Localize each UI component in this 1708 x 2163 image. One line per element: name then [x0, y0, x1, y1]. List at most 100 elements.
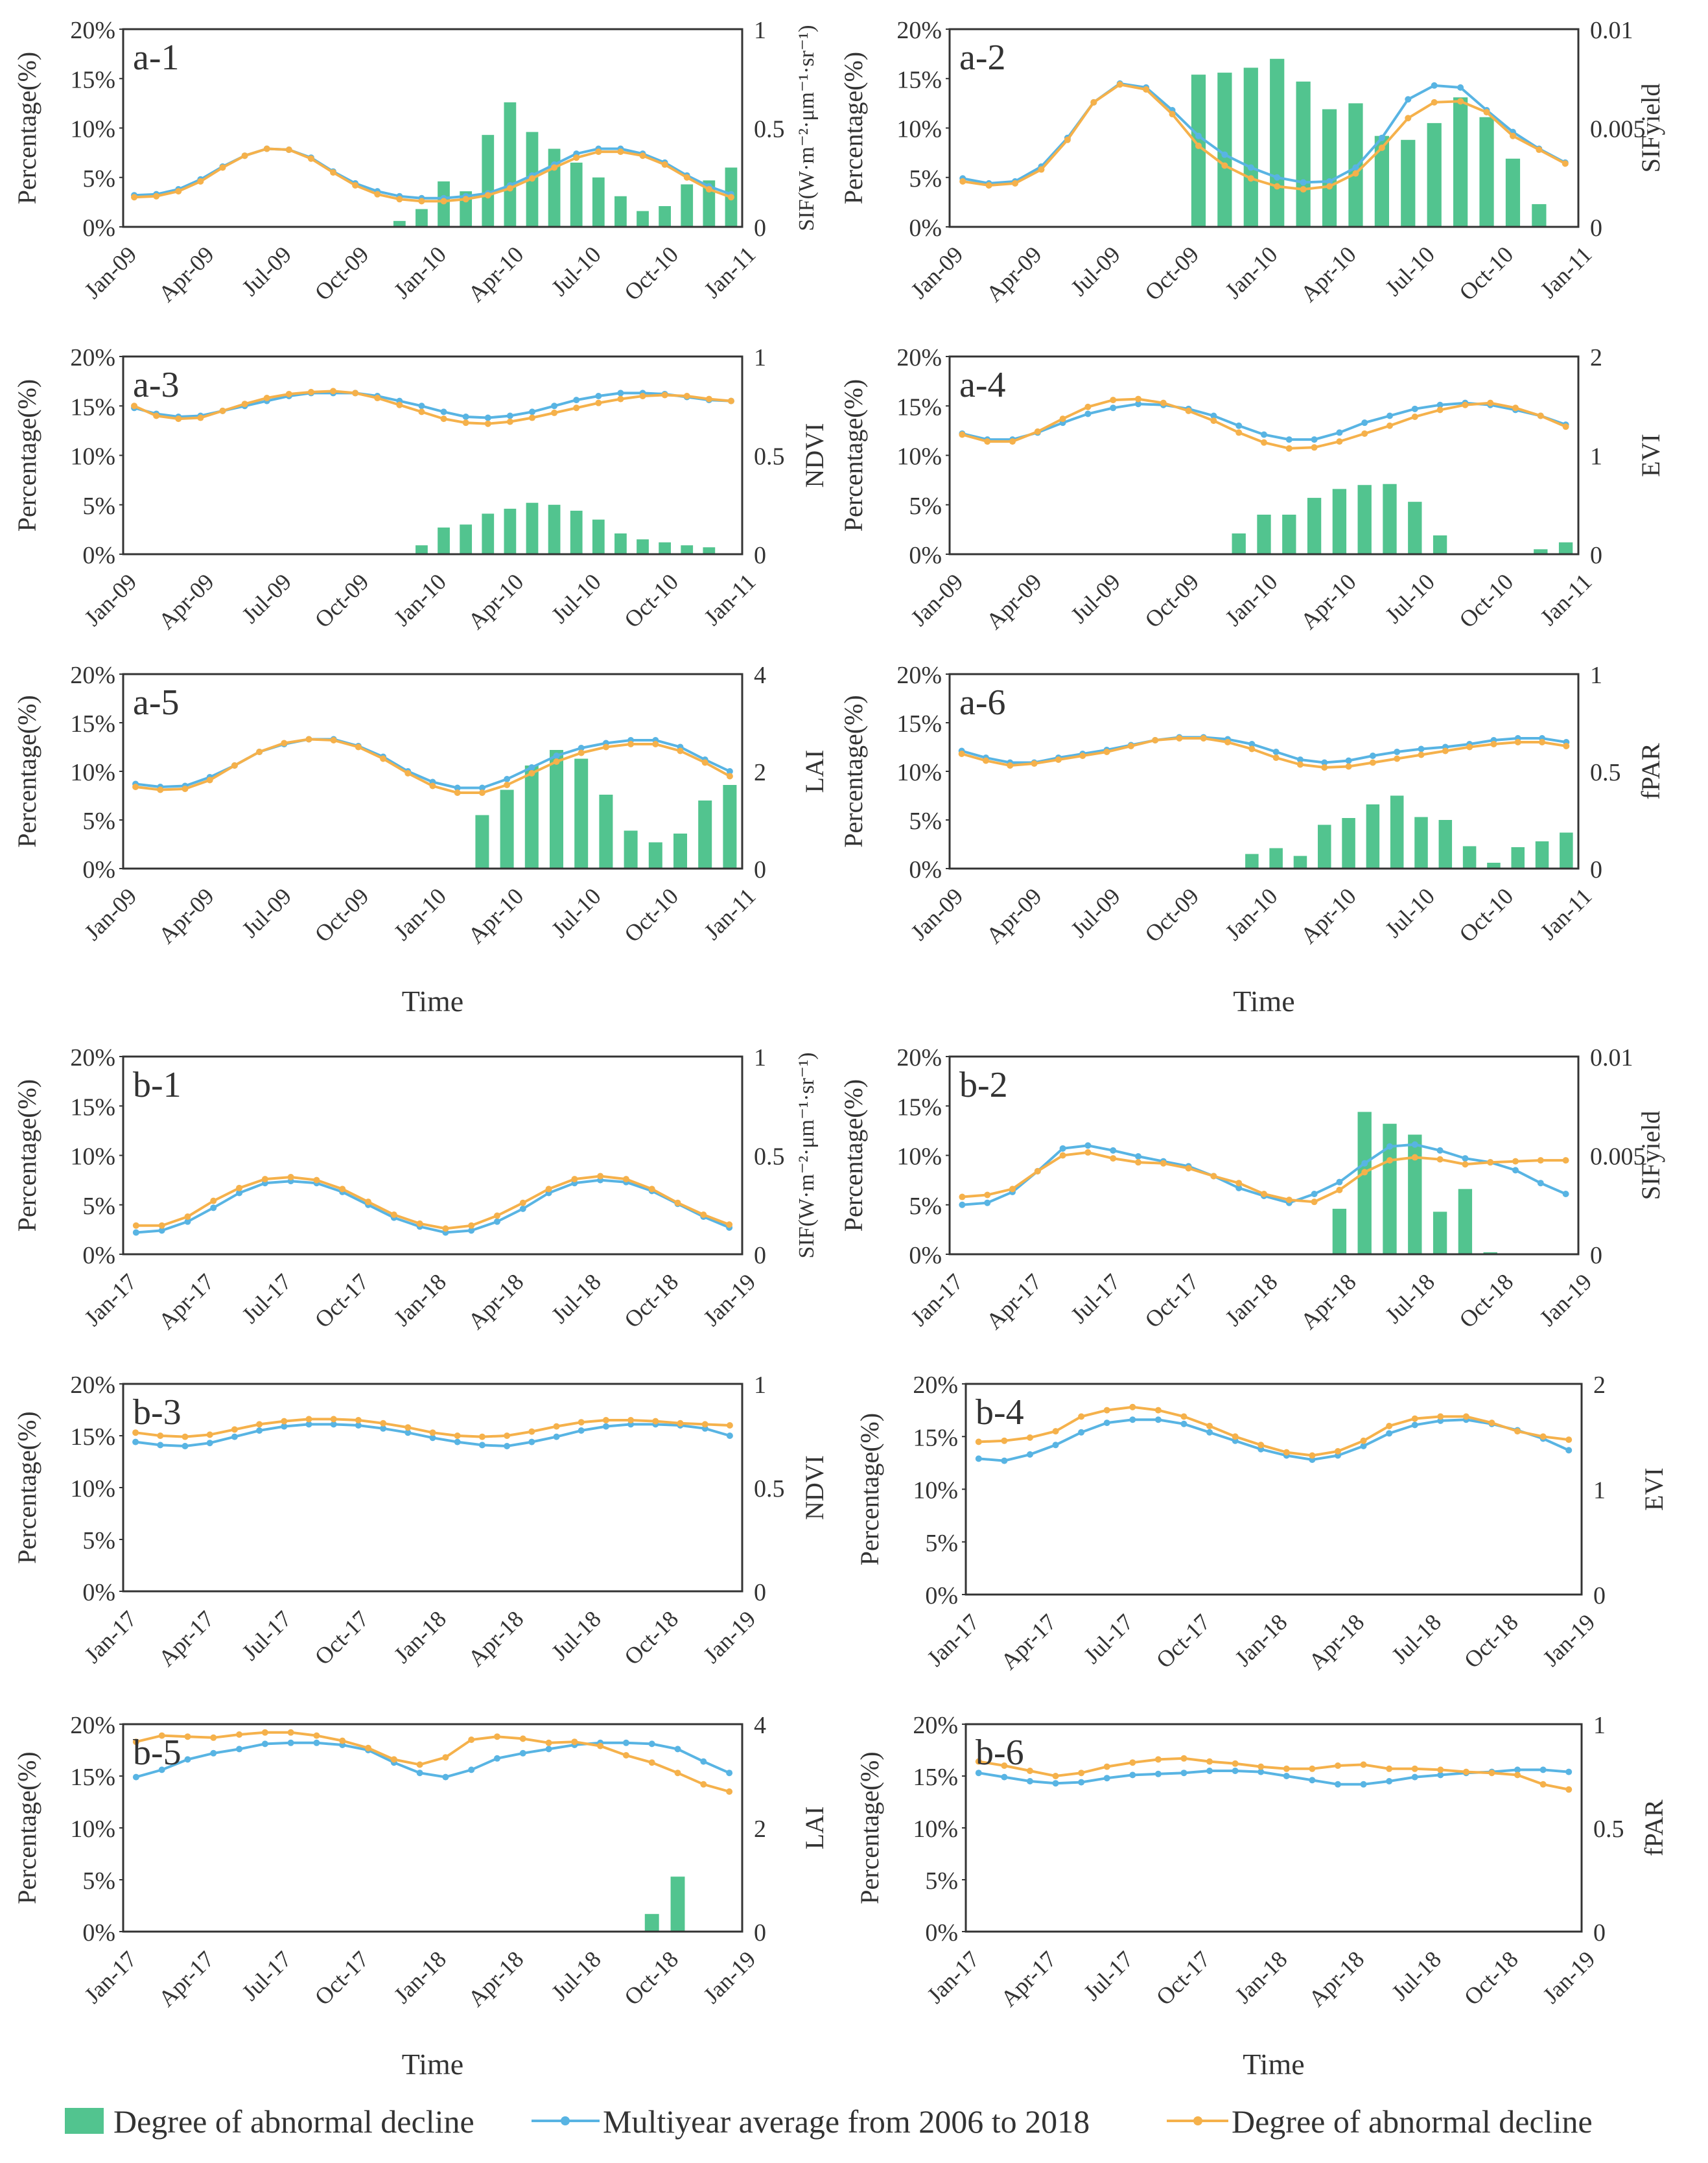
cur-point-b-4-11	[1258, 1442, 1265, 1449]
cur-point-a-6-2	[1007, 762, 1014, 769]
cur-point-b-6-11	[1258, 1763, 1265, 1770]
avg-point-a-5-17	[553, 753, 560, 759]
y-axis-title: Percentage(%)	[12, 1079, 41, 1232]
cur-point-a-6-19	[1418, 751, 1425, 758]
avg-point-a-5-15	[504, 776, 511, 782]
cur-point-a-4-1	[984, 438, 991, 445]
y2-axis-title: LAI	[800, 750, 829, 793]
bar-a-2-11	[1243, 67, 1258, 227]
x-tick-label: Jan-11	[1535, 568, 1597, 630]
x-tick-label: Apr-18	[1304, 1946, 1369, 2011]
cur-point-a-5-10	[380, 755, 387, 762]
bar-a-3-20	[570, 510, 583, 554]
cur-point-a-2-8	[1169, 111, 1176, 118]
y-tick-label: 0%	[909, 1242, 942, 1269]
plot-frame	[948, 1055, 1580, 1256]
avg-point-a-2-15	[1352, 164, 1359, 171]
cur-point-a-4-4	[1059, 415, 1066, 423]
y-tick-label: 5%	[925, 1530, 958, 1557]
cur-point-b-1-10	[390, 1211, 397, 1218]
avg-point-a-6-15	[1321, 759, 1328, 766]
bar-a-4-19	[1433, 535, 1447, 554]
bar-a-2-16	[1374, 135, 1389, 227]
y2-tick-label: 0	[1593, 1582, 1606, 1609]
x-tick-label: Jul-10	[1380, 241, 1440, 301]
cur-point-a-4-6	[1110, 397, 1117, 404]
cur-point-a-1-9	[330, 169, 337, 176]
cur-point-b-4-19	[1462, 1413, 1469, 1420]
bar-a-6-20	[1438, 820, 1453, 869]
x-tick-label: Jul-10	[1380, 568, 1440, 628]
cur-point-b-3-4	[231, 1426, 238, 1433]
y2-tick-label: 2	[1593, 1372, 1606, 1399]
y-axis-title: Percentage(%)	[855, 1413, 884, 1565]
y-tick-label: 0%	[909, 856, 942, 883]
bar-a-3-15	[460, 524, 473, 554]
cur-point-a-6-14	[1296, 761, 1304, 768]
x-tick-label: Jul-18	[1380, 1269, 1440, 1328]
x-tick-label: Jul-09	[1066, 241, 1125, 301]
cur-line-b-5	[135, 1731, 730, 1793]
cur-point-b-3-10	[380, 1420, 387, 1427]
cur-point-a-5-7	[305, 736, 312, 743]
cur-point-a-1-26	[705, 186, 712, 193]
cur-point-b-4-20	[1488, 1420, 1495, 1427]
plot-frame	[965, 1383, 1583, 1596]
cur-line-b-4	[978, 1405, 1569, 1457]
y-tick-label: 10%	[896, 1143, 942, 1171]
cur-point-a-3-25	[683, 393, 690, 399]
bar-a-1-17	[504, 102, 517, 227]
cur-point-b-6-10	[1232, 1760, 1239, 1767]
avg-point-b-3-1	[157, 1442, 164, 1449]
cur-point-a-6-23	[1514, 739, 1521, 745]
bar-a-2-14	[1322, 109, 1337, 227]
cur-point-a-2-4	[1064, 136, 1071, 143]
bar-a-5-14	[475, 815, 489, 869]
cur-point-a-4-9	[1185, 407, 1192, 414]
x-tick-label: Jan-11	[699, 568, 760, 630]
x-tick-label: Jul-18	[546, 1269, 606, 1328]
x-tick-label: Jan-10	[389, 883, 451, 945]
panel-label: a-5	[133, 683, 180, 723]
bar-b-5-21	[670, 1877, 685, 1932]
avg-point-b-4-7	[1154, 1416, 1162, 1423]
cur-point-a-3-6	[263, 395, 270, 402]
x-tick-label: Jan-18	[1220, 1269, 1282, 1331]
y-tick-label: 10%	[70, 1816, 115, 1843]
y-tick-label: 20%	[896, 344, 942, 371]
avg-point-b-6-6	[1129, 1771, 1136, 1779]
cur-point-a-2-10	[1221, 162, 1228, 169]
cur-point-a-5-18	[578, 749, 585, 756]
avg-point-b-2-20	[1462, 1155, 1469, 1162]
x-tick-label: Jul-10	[1380, 883, 1440, 942]
avg-point-b-4-23	[1565, 1447, 1573, 1454]
cur-point-a-2-11	[1247, 175, 1254, 182]
cur-point-b-5-15	[519, 1735, 526, 1742]
cur-point-a-3-11	[374, 395, 381, 402]
legend-cur-marker	[1193, 2116, 1202, 2125]
avg-point-a-4-14	[1311, 436, 1318, 443]
cur-point-a-3-4	[219, 407, 226, 414]
avg-point-b-6-16	[1386, 1778, 1393, 1784]
x-tick-label: Oct-09	[1140, 241, 1204, 305]
cur-point-a-3-17	[506, 418, 513, 425]
avg-point-a-2-16	[1378, 134, 1385, 141]
bar-a-6-25	[1560, 832, 1573, 869]
cur-point-a-5-22	[677, 747, 684, 754]
cur-point-a-5-16	[528, 770, 535, 777]
cur-point-a-1-2	[175, 188, 182, 195]
panel-label: a-3	[133, 365, 180, 405]
avg-point-b-6-22	[1539, 1766, 1547, 1773]
x-tick-label: Apr-18	[1304, 1609, 1369, 1674]
avg-point-a-3-13	[418, 403, 425, 410]
chart-b-4: 0% 5% 10% 15% 20% 0 1 2 Jan-17 Apr-17 Jul-17 Oct-17…	[855, 1372, 1668, 1675]
x-tick-label: Oct-18	[619, 1946, 683, 2010]
cur-point-b-3-17	[553, 1423, 560, 1430]
bar-a-5-18	[574, 758, 589, 869]
cur-point-a-5-13	[454, 789, 461, 796]
y-axis-title: Percentage(%)	[12, 695, 41, 847]
x-tick-label: Oct-10	[1454, 883, 1518, 947]
avg-point-b-4-8	[1180, 1420, 1187, 1427]
cur-point-b-3-12	[429, 1429, 436, 1436]
cur-point-b-1-17	[571, 1176, 578, 1183]
